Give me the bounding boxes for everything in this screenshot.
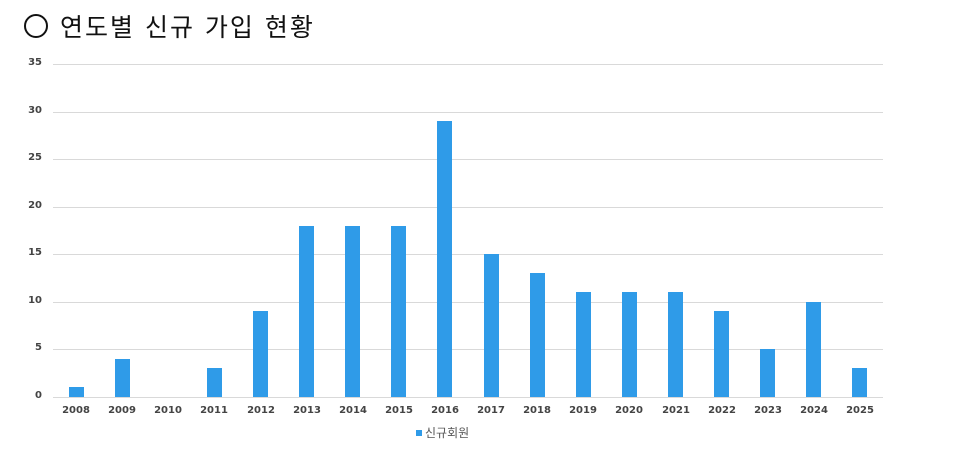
gridline [53, 349, 883, 350]
bar-2020 [622, 292, 637, 397]
legend-label: 신규회원 [425, 426, 470, 440]
x-tick-label: 2022 [708, 405, 736, 416]
x-tick-label: 2011 [200, 405, 228, 416]
chart-title: 연도별 신규 가입 현황 [20, 8, 315, 44]
legend: 신규회원 [416, 424, 469, 441]
gridline [53, 112, 883, 113]
x-tick-label: 2021 [662, 405, 690, 416]
x-tick-label: 2024 [800, 405, 828, 416]
y-tick-label: 0 [35, 390, 42, 401]
x-tick-label: 2012 [247, 405, 275, 416]
bar-2009 [115, 359, 130, 397]
bar-2025 [852, 368, 867, 397]
bar-2018 [530, 273, 545, 397]
x-tick-label: 2020 [615, 405, 643, 416]
circle-bullet-icon [24, 14, 48, 38]
gridline [53, 64, 883, 65]
bar-2013 [299, 226, 314, 397]
bar-2017 [484, 254, 499, 397]
x-tick-label: 2016 [431, 405, 459, 416]
gridline [53, 159, 883, 160]
x-tick-label: 2015 [385, 405, 413, 416]
bar-2021 [668, 292, 683, 397]
bar-2008 [69, 387, 84, 397]
y-tick-label: 15 [28, 247, 42, 258]
bar-2014 [345, 226, 360, 397]
gridline [53, 397, 883, 398]
gridline [53, 302, 883, 303]
bar-2019 [576, 292, 591, 397]
x-tick-label: 2009 [108, 405, 136, 416]
y-tick-label: 5 [35, 342, 42, 353]
y-tick-label: 35 [28, 57, 42, 68]
gridline [53, 254, 883, 255]
bar-2015 [391, 226, 406, 397]
bar-2016 [437, 121, 452, 397]
bar-2024 [806, 302, 821, 397]
x-tick-label: 2014 [339, 405, 367, 416]
bar-2012 [253, 311, 268, 397]
x-tick-label: 2018 [523, 405, 551, 416]
y-tick-label: 10 [28, 295, 42, 306]
bar-2011 [207, 368, 222, 397]
x-tick-label: 2008 [62, 405, 90, 416]
gridline [53, 207, 883, 208]
bar-2023 [760, 349, 775, 397]
x-tick-label: 2013 [293, 405, 321, 416]
legend-swatch-icon [416, 429, 422, 436]
x-tick-label: 2017 [477, 405, 505, 416]
x-tick-label: 2023 [754, 405, 782, 416]
x-tick-label: 2025 [846, 405, 874, 416]
y-tick-label: 25 [28, 152, 42, 163]
x-tick-label: 2019 [569, 405, 597, 416]
x-tick-label: 2010 [154, 405, 182, 416]
bar-2022 [714, 311, 729, 397]
y-tick-label: 30 [28, 105, 42, 116]
y-tick-label: 20 [28, 200, 42, 211]
chart-title-text: 연도별 신규 가입 현황 [60, 13, 315, 42]
